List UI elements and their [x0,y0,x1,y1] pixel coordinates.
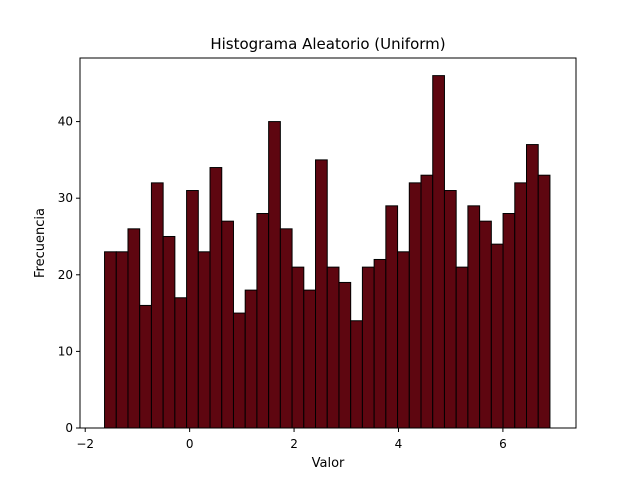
histogram-bar [279,228,293,429]
histogram-bar [162,235,176,429]
y-tick-label: 30 [58,191,73,205]
histogram-bar [174,297,188,429]
histogram-bar [315,159,328,429]
y-tick-label: 20 [58,268,73,282]
histogram-bar [467,205,481,429]
x-tick-label: 6 [499,437,507,451]
x-axis-label: Valor [312,456,345,471]
histogram-bar [443,190,457,429]
histogram-bar [385,205,399,429]
histogram-bar [361,266,375,429]
histogram-bar [338,281,352,429]
histogram-bar [244,289,258,429]
histogram-bar [221,220,234,429]
histogram-bar [127,228,141,429]
histogram-bar [455,266,469,429]
x-tick-label: 4 [395,437,403,451]
histogram-bar [432,75,445,429]
histogram-bar [291,266,305,429]
histogram-bar [514,182,528,429]
histogram-bar [479,220,492,429]
histogram-bar [408,182,422,429]
x-tick-label: 0 [186,437,194,451]
histogram-bar [537,174,551,429]
histogram-bar [303,289,317,429]
x-tick-label: −2 [76,437,94,451]
histogram-bar [139,304,152,429]
x-tick-label: 2 [290,437,298,451]
histogram-bar [186,190,199,429]
histogram-bar [326,266,340,429]
plot-frame [79,57,577,429]
histogram-bar [350,320,363,429]
bars-group [104,75,551,429]
y-tick-label: 10 [58,344,73,358]
histogram-bar [397,251,410,429]
y-tick-label: 0 [65,421,73,435]
histogram-bar [526,144,539,429]
histogram-bar [104,251,117,429]
y-axis-ticks: 0 10 20 30 40 [58,115,80,435]
y-axis-label: Frecuencia [33,208,48,278]
histogram-bar [209,167,223,429]
histogram-bar [268,121,281,429]
histogram-bar [232,312,246,429]
y-tick-label: 40 [58,115,73,129]
histogram-bar [490,243,504,429]
histogram-bar [502,213,516,429]
histogram-bar [256,213,270,429]
chart-title: Histograma Aleatorio (Uniform) [210,35,445,53]
histogram-bar [373,258,387,429]
x-axis-ticks: −2 0 2 4 6 [76,428,507,451]
histogram-bar [420,174,434,429]
histogram-bar [197,251,211,429]
histogram-bar [115,251,129,429]
histogram-bar [150,182,164,429]
